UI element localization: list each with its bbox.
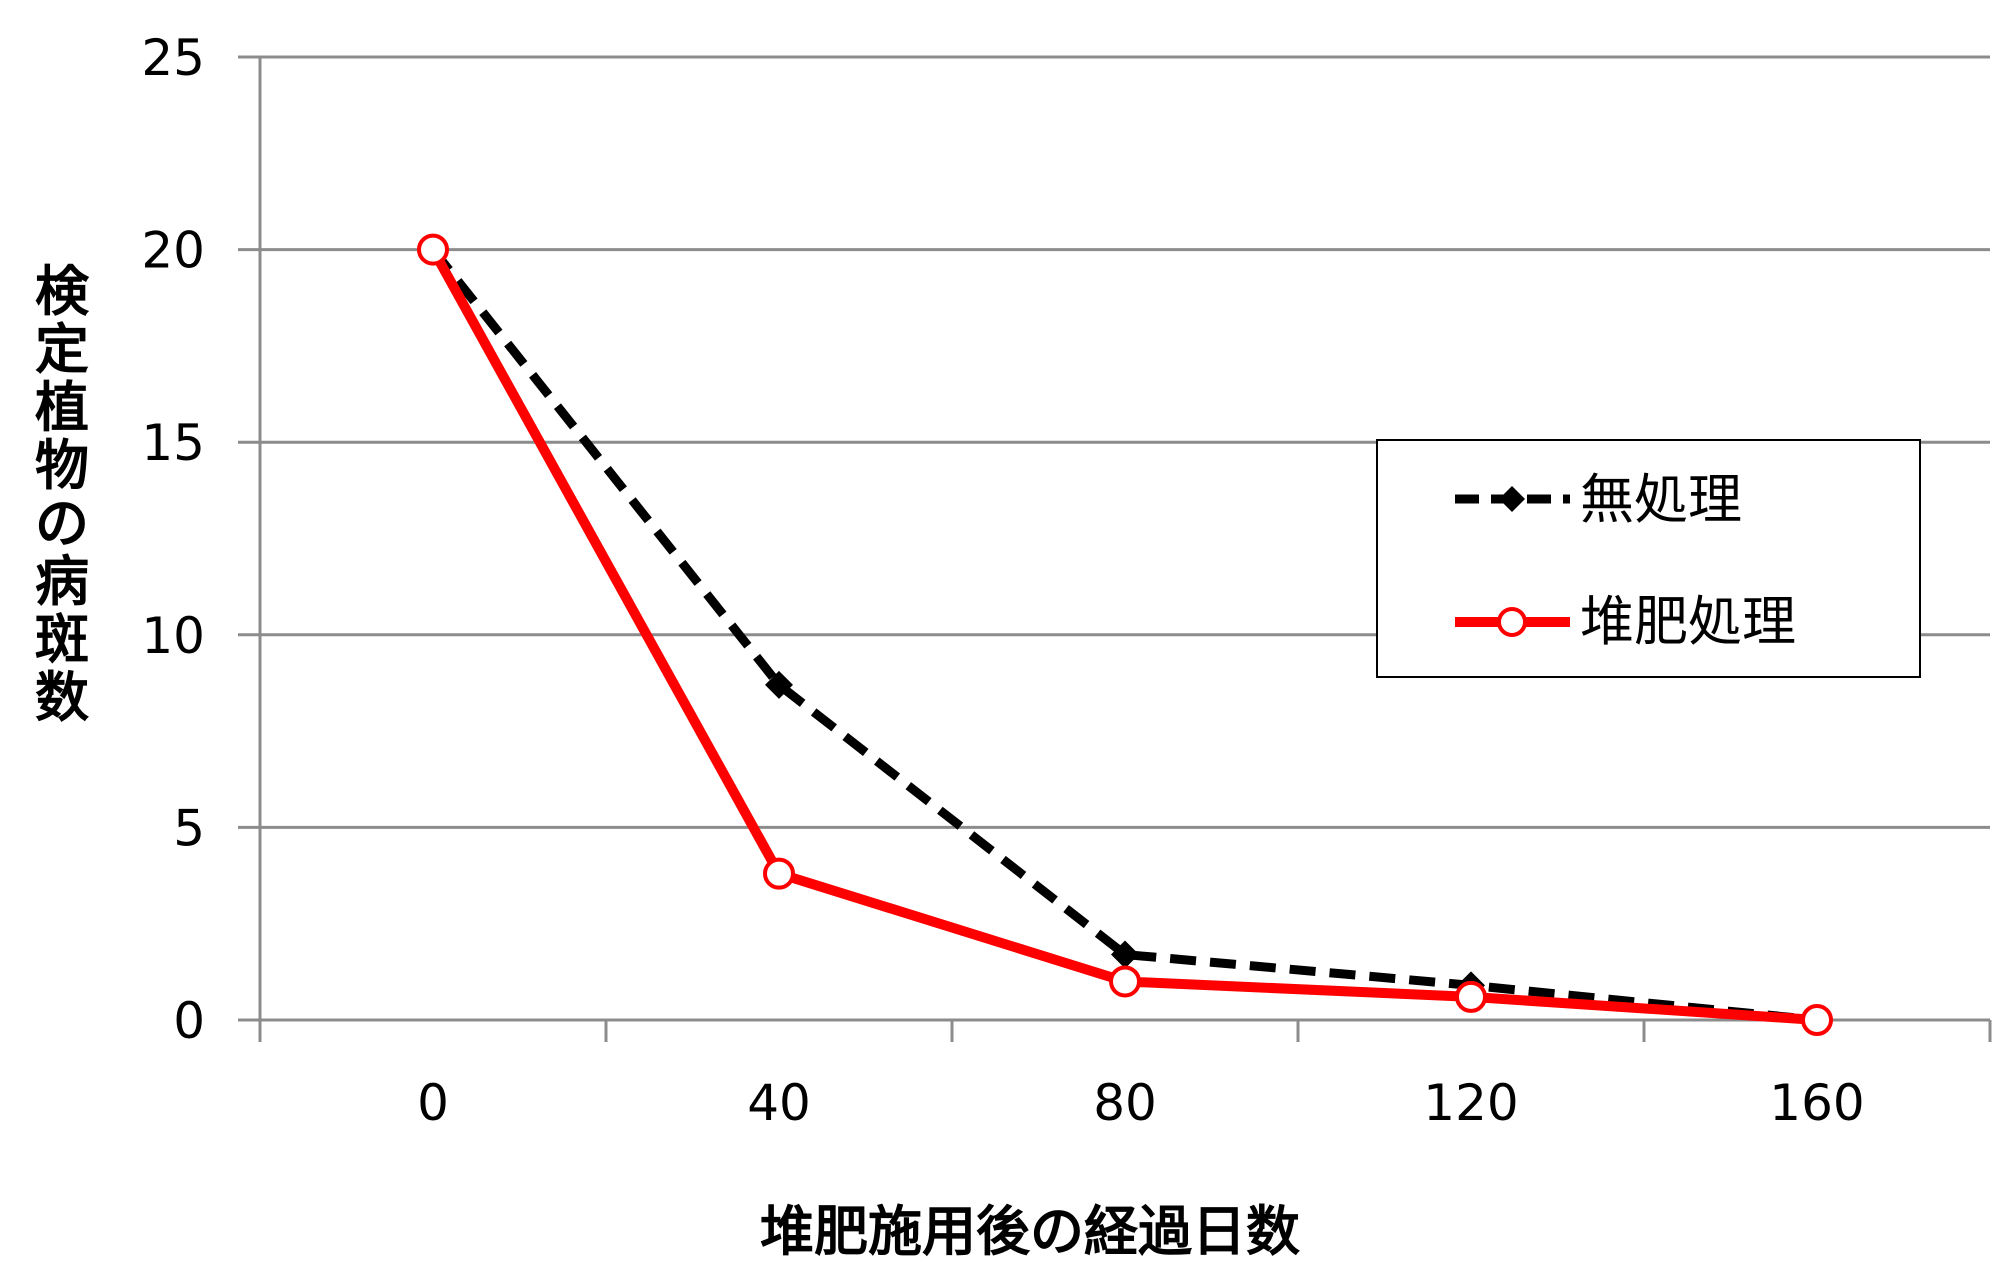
- data-point-circle: [1455, 980, 1487, 1013]
- x-tick-label: 0: [417, 1074, 449, 1132]
- x-tick-label: 80: [1093, 1074, 1157, 1132]
- x-tick-label: 160: [1769, 1074, 1864, 1132]
- y-tick-label: 25: [141, 29, 205, 87]
- y-axis-title-char: 植: [35, 376, 89, 439]
- y-axis-title-char: 定: [35, 318, 89, 381]
- series-line: [429, 246, 1818, 1025]
- y-tick-label: 15: [141, 414, 205, 472]
- data-point-circle: [1109, 965, 1141, 998]
- data-point-circle: [1801, 1004, 1833, 1036]
- y-tick-label: 10: [141, 607, 205, 665]
- y-axis-title-char: 物: [35, 434, 89, 497]
- y-axis-title-char: 斑: [35, 608, 89, 671]
- series-compost: [417, 233, 1833, 1036]
- legend-label-no-treatment: 無処理: [1580, 468, 1742, 531]
- x-tick-label: 40: [747, 1074, 811, 1132]
- x-axis-title: 堆肥施用後の経過日数: [760, 1200, 1300, 1263]
- y-axis-title-char: 数: [35, 666, 89, 729]
- data-point-circle: [763, 857, 795, 890]
- y-tick-label: 5: [173, 799, 205, 857]
- data-point-circle: [417, 233, 449, 266]
- y-axis-title-char: 病: [35, 550, 89, 613]
- x-tick-labels: 0 40 80 120 160: [417, 1074, 1865, 1132]
- y-tick-label: 20: [141, 222, 205, 280]
- data-point-diamond: [765, 670, 793, 699]
- series-group: [417, 233, 1833, 1036]
- y-tick-label: 0: [173, 992, 205, 1050]
- axes: [238, 55, 1992, 1042]
- legend-marker-no-treatment: [1499, 486, 1525, 512]
- legend: 無処理 堆肥処理: [1376, 439, 1921, 678]
- y-axis-title: 検定植物の病斑数: [35, 260, 90, 729]
- data-point-diamond: [1111, 940, 1139, 969]
- legend-box: [1376, 439, 1921, 678]
- legend-marker-compost: [1497, 607, 1527, 637]
- legend-label-compost: 堆肥処理: [1580, 590, 1796, 653]
- y-axis-title-char: 検: [35, 260, 90, 323]
- x-tick-label: 120: [1423, 1074, 1518, 1132]
- y-tick-labels: 0 5 10 15 20 25: [141, 29, 205, 1050]
- y-axis-title-char: の: [35, 492, 89, 555]
